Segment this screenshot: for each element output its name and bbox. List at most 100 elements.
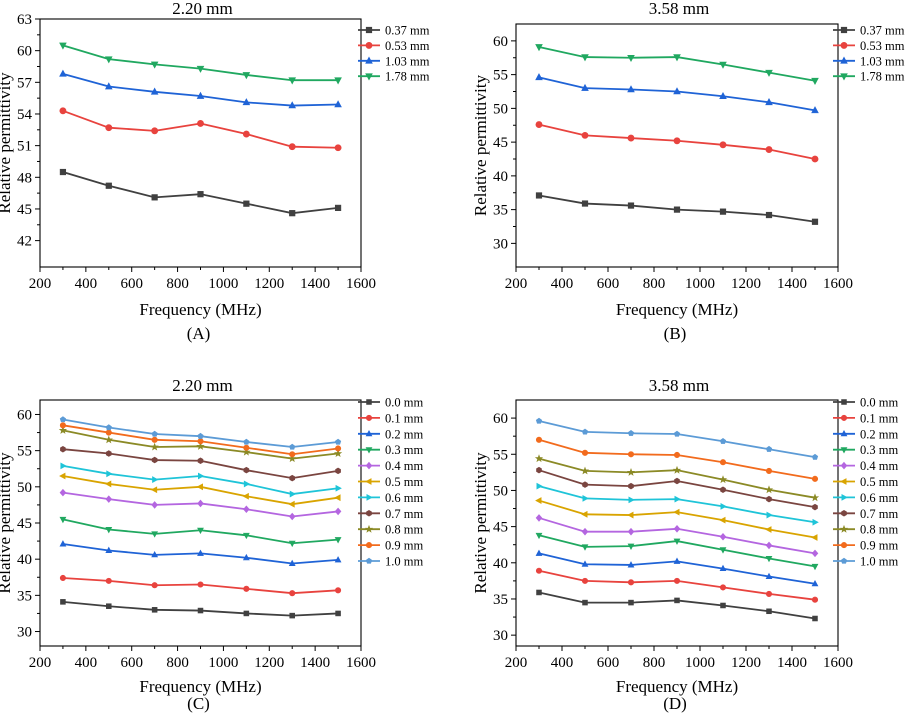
legend-marker (365, 461, 373, 470)
series-0.9-mm (535, 436, 819, 482)
legend-label: 0.53 mm (385, 39, 430, 53)
data-point (197, 607, 204, 614)
data-point (243, 505, 250, 514)
legend-item: 0.3 mm (358, 443, 423, 457)
data-point (243, 480, 251, 488)
legend-item: 0.2 mm (833, 427, 898, 441)
data-point (627, 543, 635, 550)
data-point (811, 155, 819, 163)
legend-marker (841, 510, 847, 517)
x-tick-label: 1600 (823, 276, 853, 292)
legend-marker (366, 399, 372, 405)
data-point (811, 534, 818, 541)
data-point (242, 130, 250, 138)
data-point (765, 445, 773, 452)
data-point (59, 69, 67, 77)
data-point (535, 532, 543, 540)
panel-D: 200 400 600 800 1000 1200 1400 1600 30 35 40 45 50 55… (471, 376, 898, 713)
series-0.2-mm (59, 540, 342, 566)
data-point (673, 54, 681, 62)
x-tick-label: 600 (120, 276, 143, 292)
data-point (536, 589, 542, 596)
legend-item: 0.37 mm (833, 24, 905, 38)
legend-item: 1.03 mm (833, 54, 905, 68)
x-tick-label: 400 (75, 655, 98, 671)
y-tick-label: 54 (17, 107, 33, 123)
data-point (811, 453, 819, 460)
data-point (106, 470, 113, 478)
legend-item: 0.4 mm (833, 459, 898, 473)
y-tick-label: 50 (493, 101, 508, 117)
legend-marker (840, 41, 848, 49)
x-tick-label: 200 (505, 655, 528, 671)
x-tick-label: 1600 (823, 655, 853, 671)
y-tick-label: 57 (17, 75, 33, 91)
data-point (719, 584, 727, 591)
y-tick-label: 63 (17, 12, 32, 28)
data-point (628, 599, 634, 606)
legend-item: 1.78 mm (833, 70, 905, 84)
chart-title: 2.20 mm (172, 0, 232, 18)
data-point (242, 532, 250, 540)
x-axis-label: Frequency (MHz) (139, 677, 261, 696)
data-point (766, 495, 772, 503)
series-0.3-mm (535, 532, 819, 571)
data-point (197, 191, 204, 198)
x-axis-label: Frequency (MHz) (616, 677, 738, 696)
legend-label: 1.78 mm (860, 70, 905, 84)
series-0.3-mm (59, 516, 342, 548)
data-point (197, 549, 204, 556)
legend-item: 0.53 mm (833, 39, 905, 53)
data-point (719, 547, 727, 554)
panel-C: 200 400 600 800 1000 1200 1400 1600 30 35 40 45 50 55… (0, 376, 423, 713)
series-0.9-mm (59, 422, 342, 458)
data-point (242, 98, 251, 106)
data-point (196, 91, 205, 99)
x-tick-label: 1200 (731, 655, 761, 671)
y-tick-label: 45 (493, 135, 508, 151)
legend-label: 0.53 mm (860, 39, 905, 53)
legend-item: 0.1 mm (833, 411, 898, 425)
legend-item: 0.9 mm (358, 539, 423, 553)
x-tick-label: 1200 (254, 655, 284, 671)
legend-item: 1.78 mm (358, 70, 430, 84)
plot-frame (515, 399, 839, 647)
data-point (104, 82, 113, 90)
legend-item: 0.8 mm (833, 523, 898, 537)
chart-title: 3.58 mm (649, 376, 709, 395)
legend-label: 1.03 mm (385, 54, 430, 68)
data-point (151, 456, 158, 464)
series-1.78-mm (59, 42, 342, 85)
x-tick-label: 1000 (208, 655, 238, 671)
data-point (673, 557, 681, 564)
data-point (243, 200, 250, 207)
y-axis-label: Relative permittivity (471, 452, 490, 594)
legend-marker (839, 524, 849, 533)
legend-label: 0.7 mm (385, 507, 423, 521)
data-point (105, 495, 113, 503)
data-point (334, 507, 342, 516)
series-0.0-mm (536, 589, 818, 622)
legend-item: 0.7 mm (833, 507, 898, 521)
data-point (581, 544, 589, 551)
x-tick-label: 1200 (254, 276, 284, 292)
data-point (765, 98, 773, 106)
series-1.0-mm (59, 416, 342, 450)
data-point (59, 516, 67, 524)
legend-label: 0.5 mm (385, 475, 423, 489)
legend-marker (366, 510, 372, 517)
legend-item: 0.5 mm (833, 475, 898, 489)
data-point (812, 518, 819, 526)
data-point (150, 61, 159, 69)
data-point (151, 430, 158, 437)
y-tick-label: 55 (493, 447, 508, 463)
data-point (535, 436, 543, 443)
y-tick-label: 35 (493, 592, 508, 608)
data-point (765, 572, 773, 580)
legend-label: 0.6 mm (385, 491, 423, 505)
data-point (334, 144, 342, 152)
x-tick-label: 1400 (300, 276, 330, 292)
y-tick-label: 40 (493, 556, 508, 572)
data-point (535, 567, 543, 574)
series-0.4-mm (59, 488, 342, 521)
